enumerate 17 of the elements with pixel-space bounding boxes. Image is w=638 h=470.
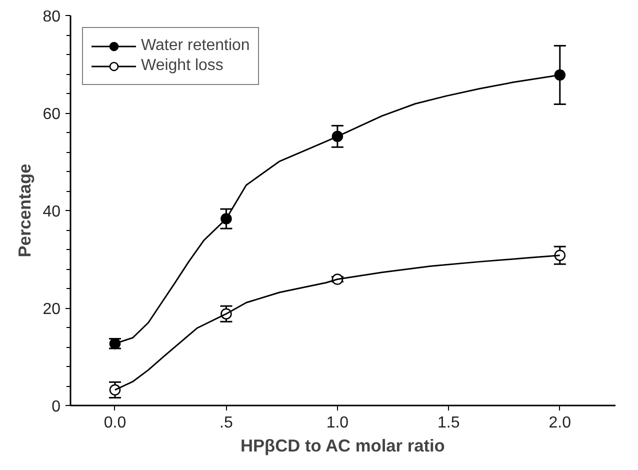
y-tick-label: 40 bbox=[42, 204, 61, 220]
point bbox=[554, 69, 566, 81]
x-axis-title: HPβCD to AC molar ratio bbox=[240, 436, 445, 456]
x-tick-label: 1.5 bbox=[438, 414, 460, 432]
x-tick-label: .5 bbox=[220, 414, 233, 432]
point bbox=[554, 250, 566, 261]
y-axis-title: Percentage bbox=[14, 163, 35, 258]
x-tick-label: 0.0 bbox=[104, 414, 126, 432]
x-tick-label: 1.0 bbox=[326, 414, 349, 432]
y-tick-label: 80 bbox=[42, 8, 61, 26]
legend-label: Water retention bbox=[141, 37, 250, 55]
y-tick-label: 20 bbox=[42, 301, 61, 318]
x-tick-label: 2.0 bbox=[548, 414, 572, 432]
legend-label: Weight loss bbox=[141, 57, 224, 75]
y-tick-label: 60 bbox=[42, 106, 61, 123]
y-tick-label: 0 bbox=[52, 398, 61, 416]
point bbox=[109, 384, 121, 396]
